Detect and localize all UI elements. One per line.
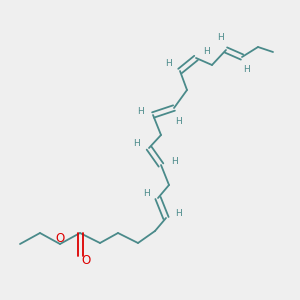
Text: H: H — [204, 47, 210, 56]
Text: H: H — [165, 58, 171, 68]
Text: H: H — [142, 190, 149, 199]
Text: O: O — [56, 232, 64, 244]
Text: H: H — [175, 118, 182, 127]
Text: H: H — [136, 106, 143, 116]
Text: H: H — [176, 209, 182, 218]
Text: H: H — [217, 34, 224, 43]
Text: H: H — [171, 157, 177, 166]
Text: H: H — [134, 140, 140, 148]
Text: H: H — [243, 65, 249, 74]
Text: O: O — [81, 254, 91, 268]
